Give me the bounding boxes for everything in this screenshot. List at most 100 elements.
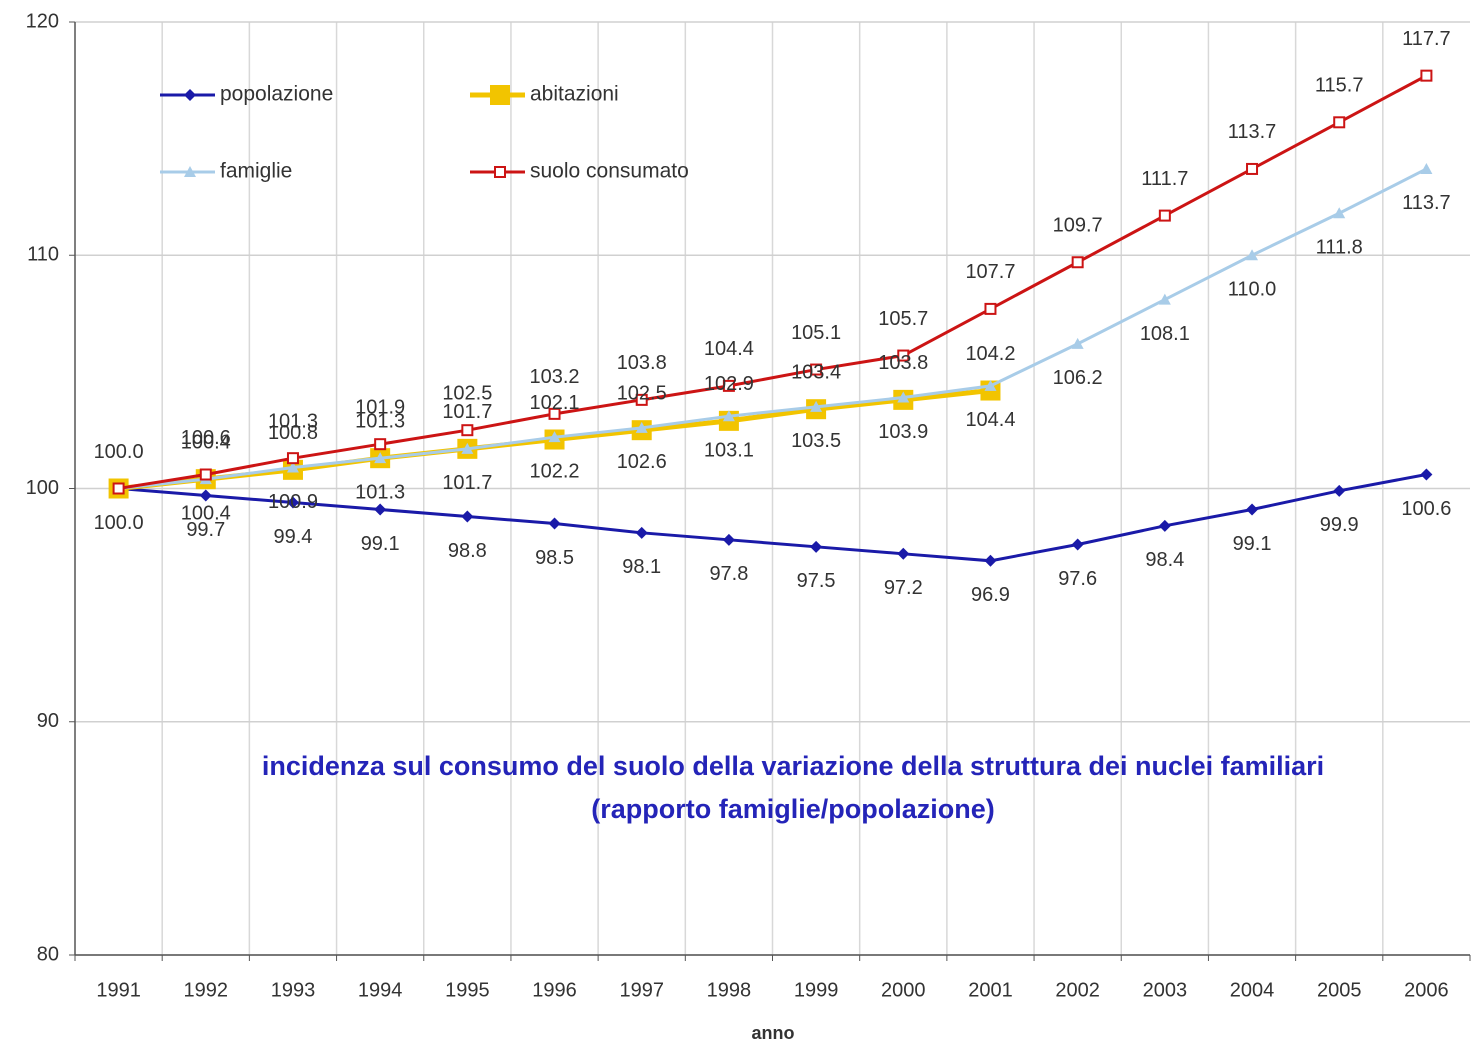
annotation: (rapporto famiglie/popolazione) — [591, 794, 995, 824]
marker — [286, 452, 299, 465]
marker — [1071, 337, 1084, 349]
marker — [184, 89, 196, 101]
marker — [112, 482, 125, 495]
marker — [548, 431, 561, 443]
data-label: 103.4 — [791, 361, 841, 383]
marker — [1333, 207, 1346, 219]
data-label: 103.8 — [617, 352, 667, 374]
marker — [199, 489, 212, 502]
legend-label: popolazione — [220, 83, 333, 106]
marker — [722, 379, 735, 392]
data-label: 101.3 — [268, 410, 318, 432]
data-label: 98.1 — [622, 556, 661, 578]
marker — [722, 410, 735, 422]
data-label: 102.5 — [617, 382, 667, 404]
x-tick-label: 1999 — [794, 979, 839, 1001]
marker — [1246, 162, 1259, 175]
marker — [1333, 116, 1346, 129]
marker — [1246, 249, 1259, 261]
data-label: 97.5 — [797, 570, 836, 592]
data-label: 100.0 — [94, 441, 144, 463]
data-label: 100.6 — [181, 427, 231, 449]
x-tick-label: 1991 — [96, 979, 141, 1001]
marker — [984, 554, 997, 567]
data-label: 106.2 — [1053, 367, 1103, 389]
data-label: 99.4 — [274, 526, 313, 548]
data-label: 110.0 — [1228, 279, 1277, 301]
data-label: 99.1 — [361, 533, 400, 555]
data-label: 101.3 — [355, 481, 405, 503]
data-label: 117.7 — [1402, 28, 1451, 50]
data-label: 98.5 — [535, 547, 574, 569]
y-tick-label: 110 — [27, 244, 59, 266]
marker — [494, 166, 506, 178]
data-label: 97.2 — [884, 577, 923, 599]
legend-label: suolo consumato — [530, 160, 689, 183]
x-tick-label: 2004 — [1230, 979, 1275, 1001]
marker — [810, 400, 823, 412]
x-tick-label: 2000 — [881, 979, 926, 1001]
data-label: 101.3 — [355, 410, 405, 432]
annotation: incidenza sul consumo del suolo della va… — [262, 751, 1324, 781]
series-line — [118, 74, 1428, 490]
data-label: 104.4 — [704, 338, 754, 360]
legend-item: famiglie — [160, 160, 292, 183]
marker — [461, 510, 474, 523]
data-label: 100.4 — [181, 431, 231, 453]
data-label: 102.2 — [530, 460, 580, 482]
data-label: 98.4 — [1145, 549, 1184, 571]
data-label: 104.2 — [965, 343, 1015, 365]
data-label: 100.0 — [94, 512, 144, 534]
x-axis-label: anno — [752, 1023, 795, 1043]
x-tick-label: 2005 — [1317, 979, 1362, 1001]
marker — [897, 547, 910, 560]
data-label: 107.7 — [965, 261, 1015, 283]
marker — [1246, 503, 1259, 516]
y-tick-label: 90 — [37, 710, 59, 732]
marker — [635, 421, 648, 433]
marker — [722, 533, 735, 546]
data-label: 97.8 — [709, 563, 748, 585]
data-label: 96.9 — [971, 584, 1010, 606]
marker — [984, 379, 997, 391]
marker — [1158, 209, 1171, 222]
marker — [1158, 519, 1171, 532]
data-label: 99.9 — [1320, 514, 1359, 536]
data-label: 103.1 — [704, 439, 754, 461]
x-tick-label: 1997 — [619, 979, 664, 1001]
x-tick-label: 1993 — [271, 979, 316, 1001]
data-label: 111.7 — [1141, 168, 1188, 190]
data-label: 111.8 — [1316, 237, 1363, 259]
data-label: 99.7 — [186, 519, 225, 541]
data-label: 97.6 — [1058, 568, 1097, 590]
data-label: 101.7 — [442, 401, 492, 423]
marker — [1158, 293, 1171, 305]
marker — [490, 85, 510, 105]
data-label: 104.4 — [965, 409, 1015, 431]
data-label: 98.8 — [448, 540, 487, 562]
marker — [548, 407, 561, 420]
x-tick-label: 2001 — [968, 979, 1013, 1001]
marker — [810, 363, 823, 376]
data-label: 103.2 — [530, 366, 580, 388]
marker — [810, 540, 823, 553]
data-label: 99.1 — [1233, 533, 1272, 555]
data-label: 103.8 — [878, 352, 928, 374]
data-label: 100.9 — [268, 491, 318, 513]
marker — [286, 461, 299, 473]
marker — [374, 503, 387, 516]
data-label: 102.5 — [442, 382, 492, 404]
data-label: 101.9 — [355, 396, 405, 418]
x-tick-label: 1996 — [532, 979, 577, 1001]
series-line — [118, 473, 1427, 563]
marker — [897, 391, 910, 403]
data-label: 105.1 — [791, 322, 841, 344]
x-tick-label: 2003 — [1143, 979, 1188, 1001]
marker — [897, 349, 910, 362]
x-tick-label: 2002 — [1055, 979, 1100, 1001]
data-label: 100.8 — [268, 422, 318, 444]
marker — [184, 166, 196, 177]
legend-label: abitazioni — [530, 83, 619, 106]
